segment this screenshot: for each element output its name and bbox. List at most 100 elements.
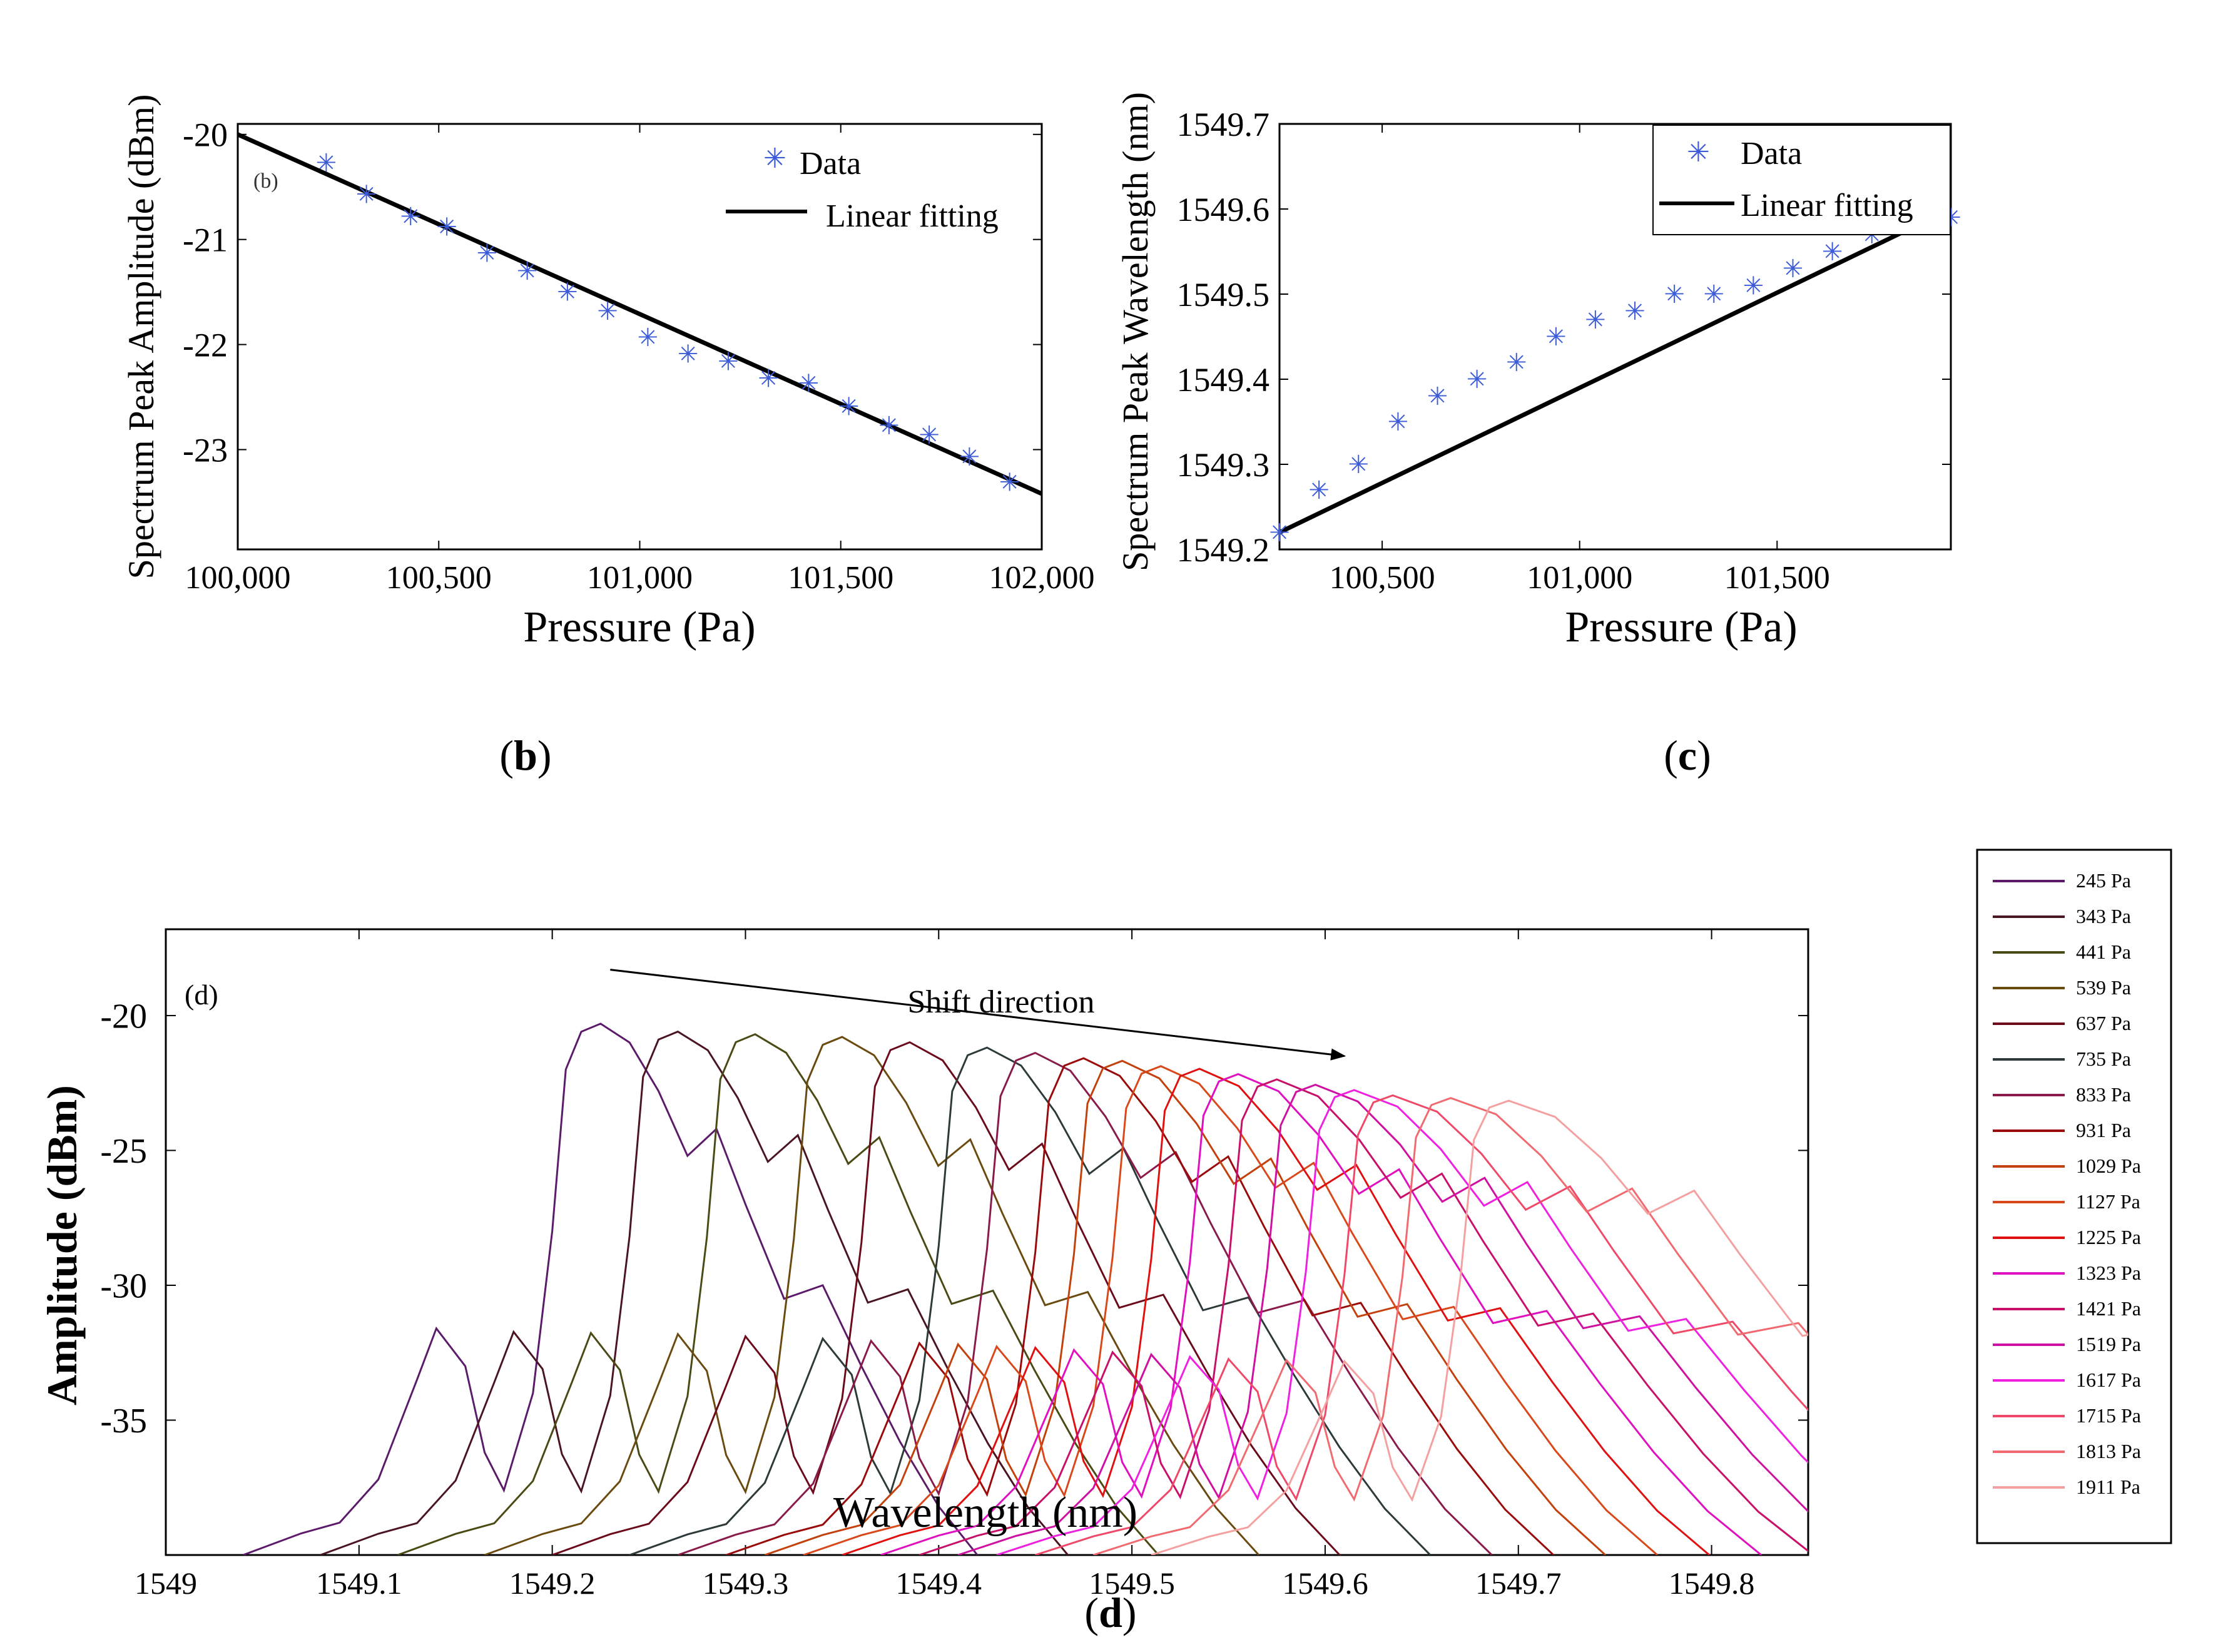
x-tick-label: 100,000: [185, 560, 291, 596]
data-point: ✳: [1585, 306, 1606, 334]
data-point: ✳: [638, 324, 659, 352]
spectrum-line: [320, 1030, 1069, 1555]
x-tick-label: 1549.4: [896, 1566, 982, 1601]
data-point: ✳: [1467, 365, 1488, 394]
caption-letter: b: [514, 732, 537, 779]
data-point: ✳: [1427, 382, 1448, 410]
legend-label: 539 Pa: [2076, 976, 2131, 999]
x-tick-label: 101,000: [587, 560, 693, 596]
x-tick-label: 1549: [135, 1566, 197, 1601]
x-axis-label: Pressure (Pa): [1565, 603, 1797, 651]
spectrum-line: [629, 1046, 1432, 1555]
legend-box: [1652, 125, 1951, 235]
data-point: ✳: [1624, 297, 1646, 325]
data-point: ✳: [356, 180, 377, 208]
y-tick-labels: -20 -25 -30 -35: [100, 997, 147, 1441]
inset-label: (d): [185, 979, 218, 1011]
data-point: ✳: [1545, 323, 1567, 351]
x-tick-label: 1549.1: [316, 1566, 402, 1601]
data-point: ✳: [1348, 451, 1369, 479]
legend-label: 637 Pa: [2076, 1012, 2131, 1034]
y-tick-label: 1549.2: [1177, 531, 1270, 569]
data-point: ✳: [557, 278, 578, 307]
data-point: ✳: [878, 412, 900, 440]
legend-label: 1127 Pa: [2076, 1190, 2140, 1213]
data-point: ✳: [1704, 280, 1725, 308]
linear-fit-line: [1278, 206, 1952, 534]
chart-d: 1549 1549.1 1549.2 1549.3 1549.4 1549.5 1549.6…: [38, 849, 2172, 1636]
data-point: ✳: [1308, 476, 1330, 504]
spectrum-line: [842, 1068, 1710, 1555]
legend-label: 1617 Pa: [2076, 1369, 2141, 1391]
data-point: ✳: [678, 340, 699, 369]
inset-label: (b): [253, 170, 278, 193]
panel-caption-c: (c): [1664, 732, 1711, 779]
spectrum-line: [803, 1065, 1658, 1555]
x-tick-labels: 100,500 101,000 101,500: [1330, 560, 1830, 596]
data-point: ✳: [517, 257, 538, 285]
spectrum-line: [552, 1041, 1341, 1555]
x-tick-label: 1549.5: [1089, 1566, 1175, 1601]
spectrum-line: [484, 1036, 1260, 1555]
panel-caption-b: (b): [499, 732, 551, 779]
data-point: ✳: [999, 469, 1020, 497]
legend: ✳ Data Linear fitting: [726, 143, 999, 234]
y-tick-label: -22: [183, 326, 228, 364]
x-tick-label: 100,500: [386, 560, 492, 596]
y-axis-label: Spectrum Peak Amplitude (dBm): [121, 94, 161, 579]
data-point: ✳: [1822, 238, 1843, 266]
shift-direction-annotation: Shift direction: [610, 969, 1346, 1061]
x-tick-labels: 100,000 100,500 101,000 101,500 102,000: [185, 560, 1095, 596]
spectrum-line: [726, 1057, 1554, 1555]
y-tick-label: -23: [183, 431, 228, 469]
x-tick-label: 102,000: [989, 560, 1095, 596]
data-point: ✳: [400, 203, 422, 231]
data-point: ✳: [758, 364, 779, 392]
legend-label: 735 Pa: [2076, 1048, 2131, 1070]
data-point: ✳: [1783, 255, 1804, 283]
y-tick-label: -20: [183, 116, 228, 154]
legend-label-fit: Linear fitting: [826, 198, 999, 234]
spectrum-line: [1035, 1094, 1808, 1555]
shift-arrow: [610, 969, 1346, 1061]
data-point: ✳: [1743, 272, 1764, 300]
plot-area: [242, 1022, 1808, 1555]
y-axis-label: Spectrum Peak Wavelength (nm): [1115, 92, 1156, 571]
y-tick-label: 1549.7: [1177, 106, 1270, 143]
data-point: ✳: [436, 213, 457, 242]
panel-caption-d: (d): [1084, 1589, 1136, 1636]
legend-label-fit: Linear fitting: [1741, 188, 1913, 223]
x-tick-label: 1549.3: [703, 1566, 789, 1601]
y-tick-label: 1549.4: [1177, 361, 1270, 399]
caption-letter: d: [1099, 1589, 1122, 1636]
y-tick-label: -25: [100, 1132, 147, 1171]
legend-label: 1715 Pa: [2076, 1404, 2141, 1427]
y-tick-label: -30: [100, 1267, 147, 1306]
y-tick-labels: 1549.2 1549.3 1549.4 1549.5 1549.6 1549.7: [1177, 106, 1270, 569]
x-tick-label: 101,500: [1724, 560, 1830, 596]
legend-label: 1225 Pa: [2076, 1226, 2141, 1248]
y-tick-label: 1549.6: [1177, 191, 1270, 228]
plot-area: ✳ ✳ ✳ ✳ ✳ ✳ ✳ ✳ ✳ ✳ ✳ ✳ ✳ ✳ ✳ ✳ ✳ ✳: [237, 132, 1043, 497]
tick-marks: [237, 124, 1042, 549]
legend-label: 931 Pa: [2076, 1119, 2131, 1141]
data-point: ✳: [798, 370, 820, 398]
x-tick-label: 101,000: [1527, 560, 1632, 596]
legend: ✳ Data Linear fitting: [1652, 125, 1951, 235]
legend-label: 1029 Pa: [2076, 1155, 2141, 1177]
y-tick-labels: -20 -21 -22 -23: [183, 116, 228, 469]
x-tick-label: 1549.8: [1669, 1566, 1755, 1601]
legend: 245 Pa 343 Pa 441 Pa 539 Pa 637 Pa 735 Pa 833 …: [1976, 849, 2172, 1544]
data-point: ✳: [1388, 408, 1409, 436]
x-axis-label: Wavelength (nm): [833, 1489, 1137, 1537]
data-point: ✳: [918, 421, 940, 449]
legend-marker-data: ✳: [1687, 137, 1710, 168]
tick-marks: [1279, 123, 1951, 550]
caption-letter: c: [1678, 732, 1697, 779]
y-tick-label: -21: [183, 222, 228, 259]
x-tick-label: 1549.6: [1282, 1566, 1368, 1601]
data-point: ✳: [477, 240, 498, 268]
x-tick-labels: 1549 1549.1 1549.2 1549.3 1549.4 1549.5 1549.6…: [135, 1566, 1754, 1601]
y-tick-label: -20: [100, 997, 147, 1036]
spectrum-line: [1151, 1099, 1808, 1555]
